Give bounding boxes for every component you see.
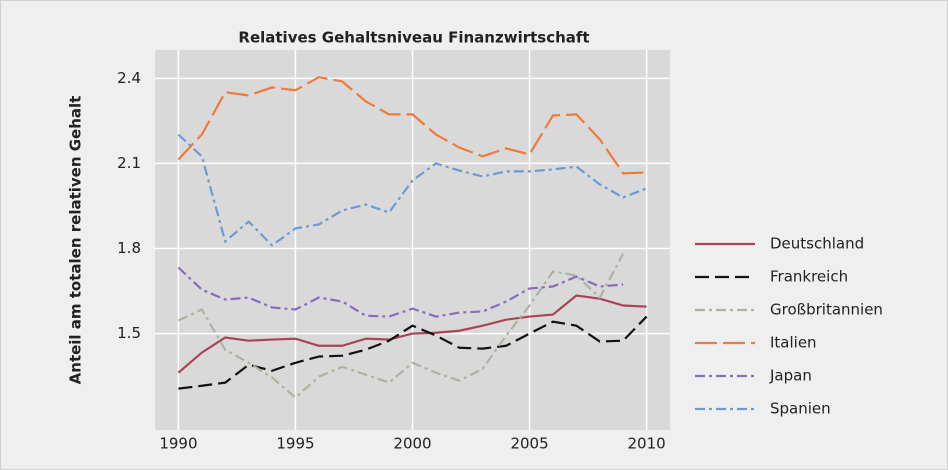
legend-label: Frankreich (770, 268, 848, 286)
legend-label: Spanien (770, 400, 831, 418)
series-line (177, 76, 647, 175)
legend-label: Großbritannien (770, 301, 883, 319)
y-tick-label: 1.5 (117, 324, 141, 342)
y-tick-label: 2.1 (117, 154, 141, 172)
series-line (177, 266, 624, 318)
legend-label: Italien (770, 334, 817, 352)
x-tick-label: 2010 (627, 435, 665, 453)
x-tick-label: 1990 (159, 435, 197, 453)
legend-label: Japan (769, 367, 812, 385)
y-tick-label: 2.4 (117, 69, 141, 87)
series-line (177, 253, 625, 400)
y-tick-label: 1.8 (117, 239, 141, 257)
x-tick-label: 2005 (510, 435, 548, 453)
series-line (177, 133, 647, 247)
x-tick-label: 1995 (276, 435, 314, 453)
series-line (177, 294, 647, 374)
x-tick-label: 2000 (393, 435, 431, 453)
chart-title: Relatives Gehaltsniveau Finanzwirtschaft (238, 29, 589, 47)
legend-label: Deutschland (770, 235, 864, 253)
y-axis-label: Anteil am totalen relativen Gehalt (67, 96, 85, 385)
